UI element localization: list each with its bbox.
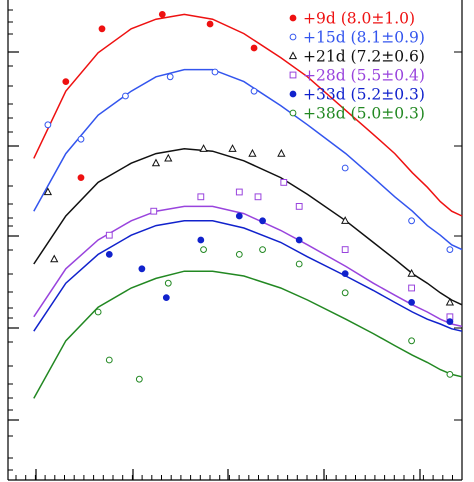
data-point-2 <box>50 254 59 263</box>
data-point-2 <box>43 187 53 196</box>
data-point-4 <box>162 294 170 302</box>
data-point-0 <box>77 174 85 182</box>
data-point-3 <box>254 193 262 201</box>
legend-marker-4 <box>289 90 297 98</box>
data-point-3 <box>150 207 158 215</box>
model-curve-5 <box>33 270 463 399</box>
data-point-5 <box>200 246 207 254</box>
data-point-1 <box>166 73 174 81</box>
data-point-3 <box>408 284 415 292</box>
data-point-4 <box>259 217 266 225</box>
data-point-4 <box>105 251 113 258</box>
data-point-2 <box>164 153 173 162</box>
data-point-5 <box>341 289 349 297</box>
data-point-5 <box>408 337 415 345</box>
data-point-5 <box>94 308 102 316</box>
legend-label-2: +21d (7.2±0.6) <box>303 48 425 66</box>
data-point-4 <box>295 236 303 244</box>
data-point-1 <box>77 135 85 143</box>
data-point-0 <box>158 11 166 18</box>
data-point-5 <box>295 260 303 268</box>
legend-label-3: +28d (5.5±0.4) <box>303 67 425 85</box>
data-point-3 <box>197 193 205 201</box>
data-point-1 <box>250 87 258 95</box>
data-point-0 <box>250 44 258 52</box>
data-point-1 <box>408 217 415 225</box>
data-point-3 <box>295 203 303 210</box>
data-point-0 <box>62 78 70 85</box>
data-point-1 <box>446 246 454 254</box>
data-point-5 <box>105 356 113 364</box>
legend-label-0: +9d (8.0±1.0) <box>303 10 415 28</box>
data-point-2 <box>407 268 416 277</box>
data-point-1 <box>122 92 129 100</box>
axes <box>7 0 463 481</box>
data-point-2 <box>151 158 161 167</box>
model-curve-0 <box>33 13 463 217</box>
legend-marker-5 <box>289 109 297 117</box>
data-point-2 <box>277 148 286 157</box>
legend: +9d (8.0±1.0)+15d (8.1±0.9)+21d (7.2±0.6… <box>288 10 425 123</box>
data-point-1 <box>341 164 349 172</box>
data-point-0 <box>206 20 214 28</box>
data-point-2 <box>228 144 237 152</box>
data-point-4 <box>197 236 205 244</box>
legend-marker-0 <box>289 14 297 22</box>
legend-marker-3 <box>289 71 297 79</box>
legend-marker-2 <box>288 51 298 60</box>
model-curve-3 <box>33 205 463 328</box>
data-point-5 <box>259 246 266 254</box>
data-point-5 <box>446 371 454 378</box>
data-point-2 <box>341 216 350 224</box>
data-point-0 <box>98 25 106 33</box>
model-curve-2 <box>33 148 463 306</box>
data-point-4 <box>408 299 415 306</box>
data-point-2 <box>445 297 455 306</box>
legend-marker-1 <box>289 33 297 41</box>
legend-label-1: +15d (8.1±0.9) <box>303 29 425 47</box>
data-point-4 <box>235 212 243 220</box>
data-point-5 <box>135 375 143 383</box>
data-point-3 <box>105 231 113 239</box>
data-point-3 <box>235 188 243 196</box>
data-point-4 <box>341 270 349 278</box>
data-point-4 <box>138 265 146 273</box>
data-point-1 <box>44 121 52 129</box>
data-point-3 <box>341 246 349 253</box>
data-point-2 <box>199 144 208 152</box>
legend-label-4: +33d (5.2±0.3) <box>303 86 425 104</box>
data-point-2 <box>248 148 257 157</box>
data-point-4 <box>446 318 454 326</box>
data-points <box>43 11 455 383</box>
data-point-3 <box>280 179 288 186</box>
model-curve-4 <box>33 220 463 332</box>
data-point-1 <box>211 68 219 76</box>
legend-label-5: +38d (5.0±0.3) <box>303 105 425 123</box>
data-point-5 <box>235 251 243 258</box>
data-point-5 <box>164 279 172 287</box>
